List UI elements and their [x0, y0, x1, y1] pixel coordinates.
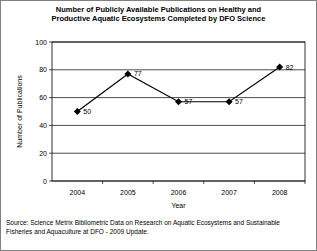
x-tick-label: 2008	[272, 189, 288, 196]
x-tick-label: 2005	[120, 189, 136, 196]
x-tick-label: 2004	[70, 189, 86, 196]
y-tick	[49, 181, 52, 182]
x-axis-label: Year	[171, 202, 186, 209]
data-label: 50	[83, 108, 91, 115]
y-tick	[49, 69, 52, 70]
marker	[276, 64, 283, 71]
y-tick	[49, 153, 52, 154]
y-tick-label: 0	[43, 178, 47, 185]
plot-area	[52, 42, 305, 181]
grid-line	[52, 153, 305, 154]
chart: Number of Publicly Available Publication…	[0, 0, 317, 251]
x-tick	[102, 181, 103, 184]
y-tick	[49, 97, 52, 98]
y-axis-label: Number of Publications	[16, 75, 23, 148]
y-tick-label: 80	[39, 66, 47, 73]
x-tick	[254, 181, 255, 184]
marker	[226, 98, 233, 105]
y-tick-label: 20	[39, 150, 47, 157]
grid-line	[52, 42, 305, 43]
x-tick	[153, 181, 154, 184]
title: Number of Publicly Available Publication…	[52, 5, 266, 23]
data-label: 57	[235, 98, 243, 105]
marker	[175, 98, 182, 105]
data-label: 77	[134, 70, 142, 77]
y-tick-label: 100	[35, 39, 47, 46]
line	[77, 67, 279, 111]
x-tick	[203, 181, 204, 184]
data-label: 57	[185, 98, 193, 105]
grid-line	[52, 181, 305, 182]
x-tick-label: 2007	[221, 189, 237, 196]
y-tick-label: 60	[39, 94, 47, 101]
source-note: Source: Science Metrix Bibliometric Data…	[6, 219, 280, 236]
grid-line	[52, 125, 305, 126]
x-tick-label: 2006	[171, 189, 187, 196]
marker	[74, 108, 81, 115]
grid-line	[52, 97, 305, 98]
outer-frame	[1, 1, 317, 251]
y-tick-label: 40	[39, 122, 47, 129]
grid-line	[52, 69, 305, 70]
y-tick	[49, 125, 52, 126]
marker	[124, 70, 131, 77]
data-label: 82	[286, 64, 294, 71]
x-tick	[305, 181, 306, 184]
y-tick	[49, 42, 52, 43]
data-group	[74, 64, 283, 115]
